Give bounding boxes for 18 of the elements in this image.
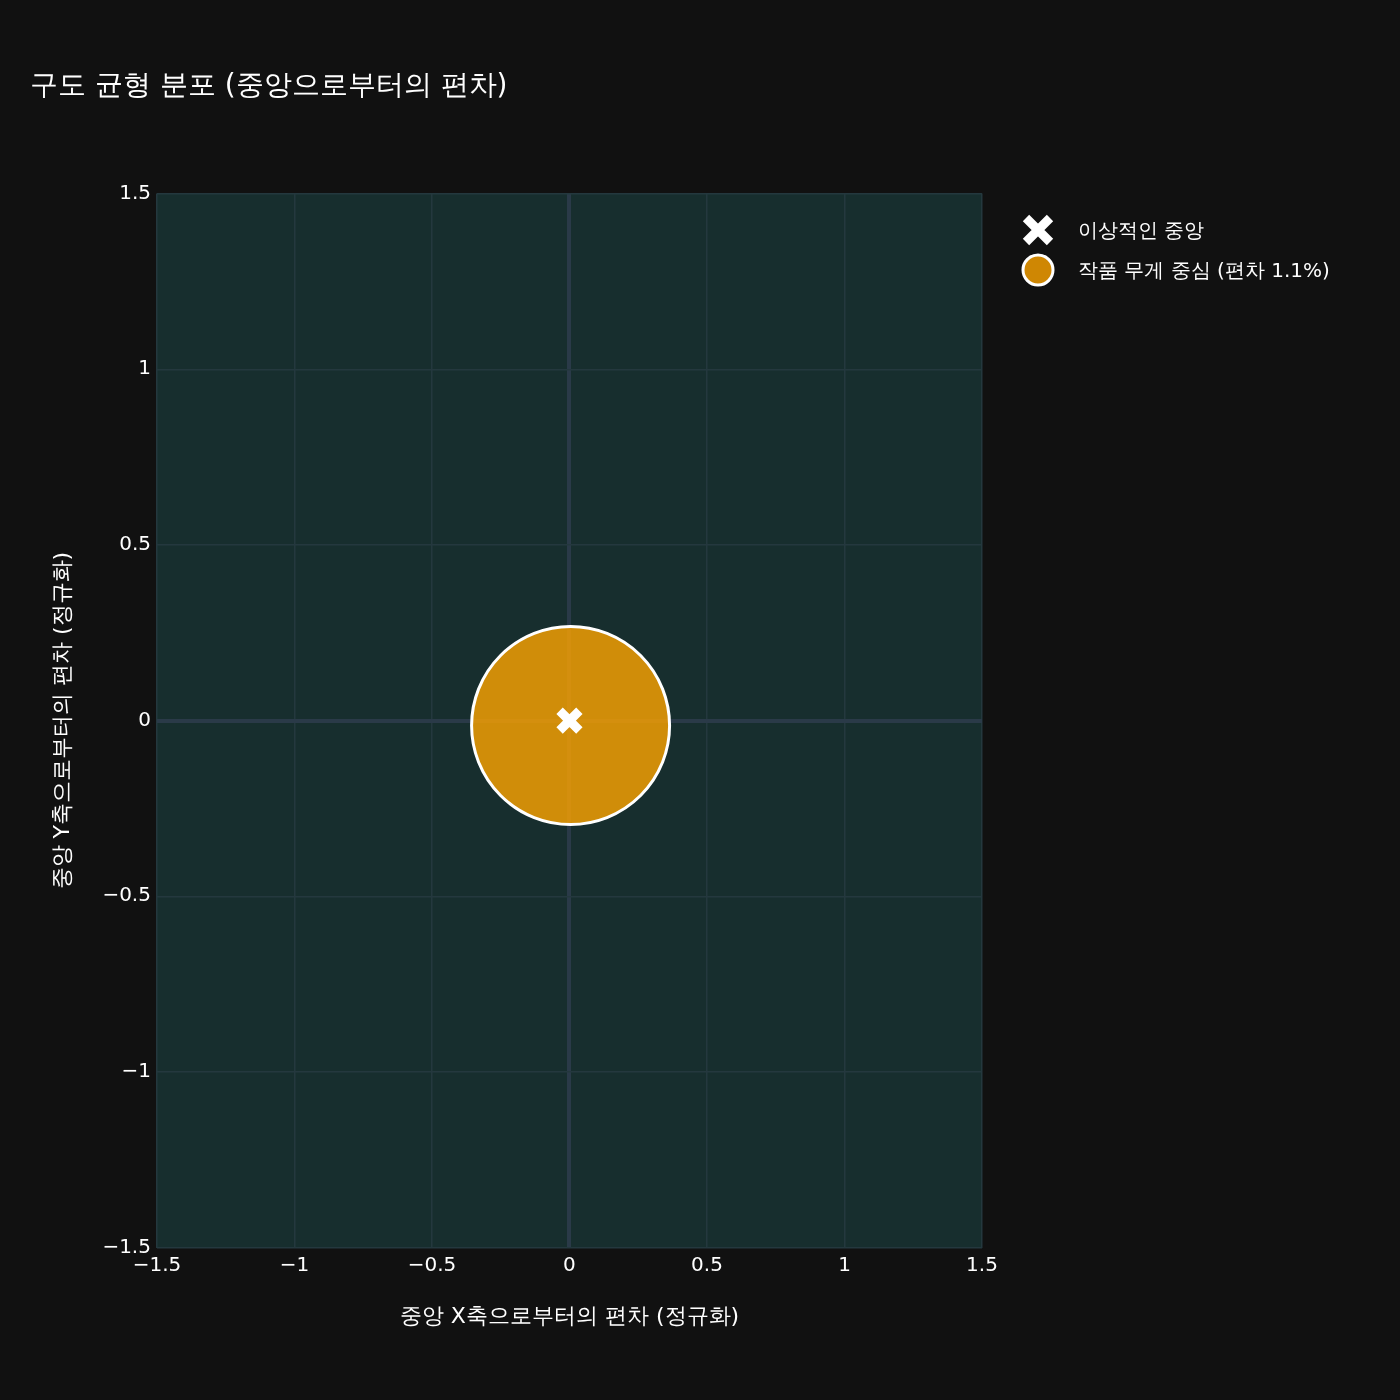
y-tick-label: −1.5 xyxy=(102,1233,151,1258)
x-tick-label: −0.5 xyxy=(407,1251,457,1276)
x-tick-label: −1 xyxy=(279,1251,310,1276)
y-tick-label: 1.5 xyxy=(119,179,151,204)
chart-title: 구도 균형 분포 (중앙으로부터의 편차) xyxy=(30,68,508,102)
x-tick-label: 0.5 xyxy=(691,1251,723,1276)
x-tick-label: 1.5 xyxy=(966,1251,998,1276)
y-tick-label: −0.5 xyxy=(102,882,151,907)
y-tick-label: 0.5 xyxy=(119,531,151,556)
y-axis-title: 중앙 Y축으로부터의 편차 (정규화) xyxy=(48,551,74,890)
y-tick-label: 1 xyxy=(138,355,151,380)
x-tick-label: 0 xyxy=(563,1251,576,1276)
y-tick-label: 0 xyxy=(138,706,151,731)
x-tick-label: 1 xyxy=(838,1251,851,1276)
x-axis-title: 중앙 X축으로부터의 편차 (정규화) xyxy=(399,1302,740,1328)
legend-label: 이상적인 중앙 xyxy=(1078,216,1205,244)
legend-label: 작품 무게 중심 (편차 1.1%) xyxy=(1078,256,1330,284)
y-tick-label: −1 xyxy=(121,1058,151,1083)
